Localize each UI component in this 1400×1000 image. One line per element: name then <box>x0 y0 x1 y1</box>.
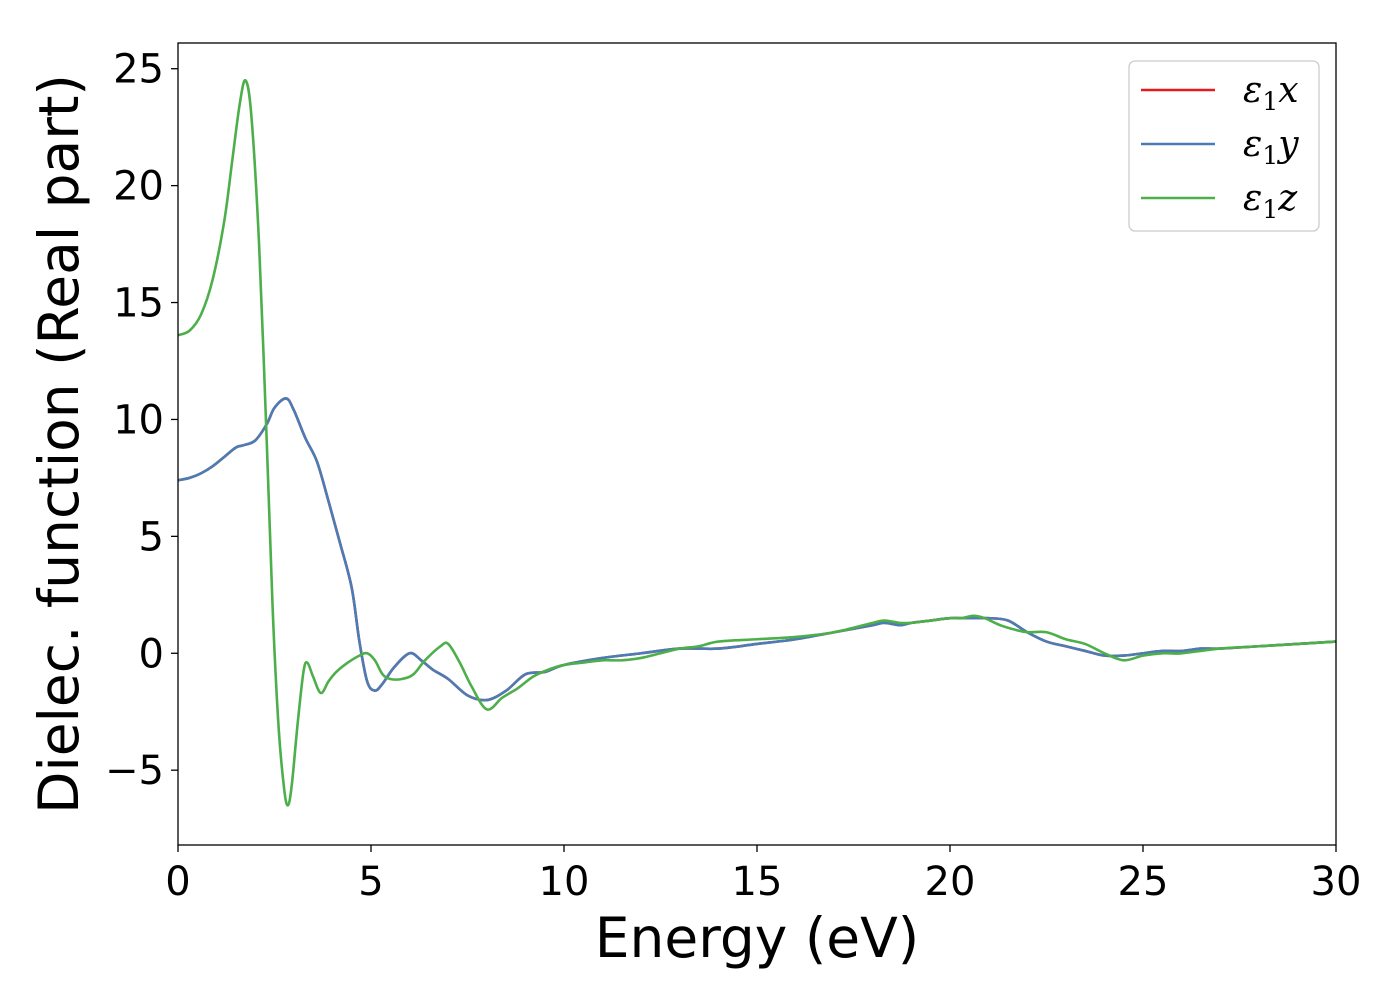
legend-label-base: ε <box>1243 178 1262 219</box>
legend-frame <box>1128 60 1320 232</box>
legend-label-suffix: z <box>1277 178 1298 219</box>
x-axis-title: Energy (eV) <box>595 906 919 970</box>
series-layer <box>178 78 1336 807</box>
x-tick-label: 15 <box>732 859 783 905</box>
x-tick-label: 0 <box>165 859 190 905</box>
y-tick-label: 0 <box>139 631 164 677</box>
legend-label: ε1y <box>1243 124 1299 170</box>
x-tick-label: 5 <box>358 859 383 905</box>
x-tick-label: 25 <box>1118 859 1169 905</box>
legend-label-suffix: y <box>1276 124 1299 165</box>
y-axis: −5 0 5 10 15 20 25 <box>105 47 178 794</box>
y-tick-label: 5 <box>139 514 164 560</box>
series-line-x <box>178 397 1336 702</box>
y-tick-label: −5 <box>105 748 164 794</box>
legend-label-suffix: x <box>1278 70 1298 111</box>
legend-label-subscript: 1 <box>1262 87 1278 116</box>
series-line-z <box>178 78 1336 807</box>
x-tick-label: 30 <box>1311 859 1362 905</box>
x-tick-label: 20 <box>925 859 976 905</box>
y-tick-label: 20 <box>113 164 164 210</box>
legend-entry-x: ε1x <box>1141 70 1299 116</box>
legend-entry-y: ε1y <box>1141 124 1299 170</box>
y-tick-label: 10 <box>113 397 164 443</box>
legend-entry-z: ε1z <box>1141 178 1298 224</box>
legend-label-base: ε <box>1243 124 1262 165</box>
y-tick-label: 15 <box>113 281 164 327</box>
legend-label-base: ε <box>1243 70 1262 111</box>
y-tick-label: 25 <box>113 47 164 93</box>
legend-label-subscript: 1 <box>1262 141 1278 170</box>
legend-label: ε1x <box>1243 70 1299 116</box>
legend-label: ε1z <box>1243 178 1298 224</box>
y-axis-title: Dielec. function (Real part) <box>27 74 91 814</box>
series-line-y <box>178 397 1336 702</box>
x-axis: 0 5 10 15 20 25 30 <box>165 845 1361 905</box>
x-tick-label: 10 <box>539 859 590 905</box>
legend-label-subscript: 1 <box>1262 195 1278 224</box>
